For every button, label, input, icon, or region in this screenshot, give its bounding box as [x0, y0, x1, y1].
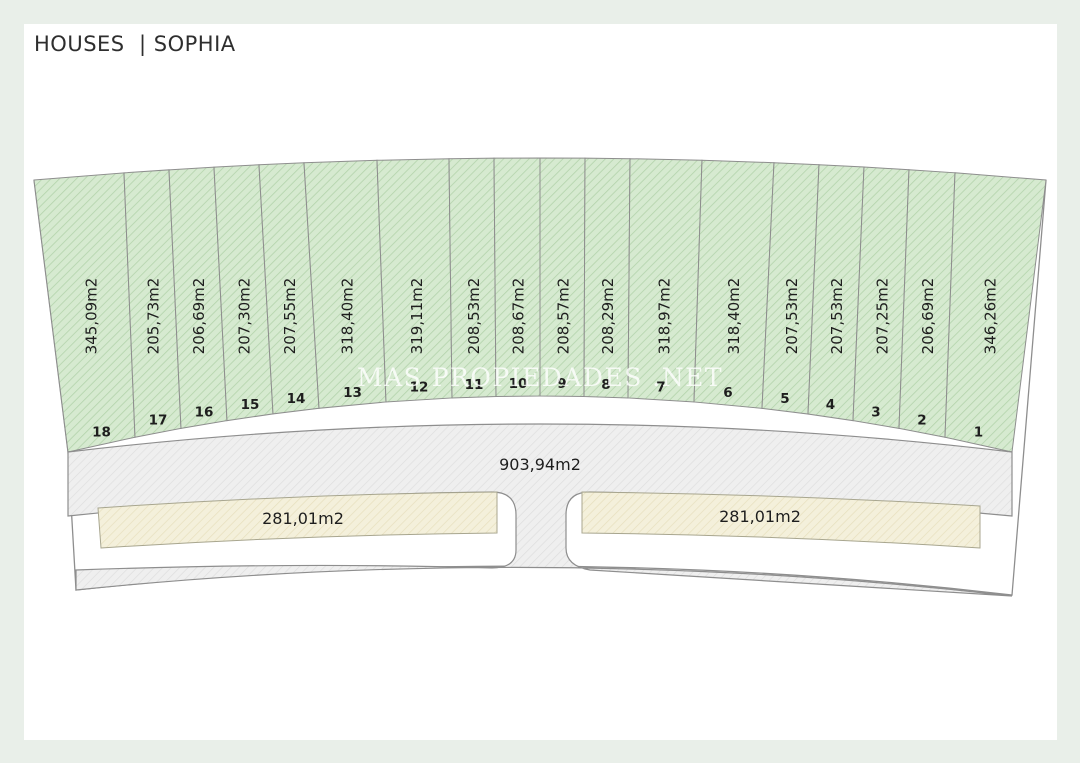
communal-area-left	[97, 491, 498, 549]
road-area-label: 903,94m2	[499, 455, 581, 474]
plot-6-number: 6	[723, 385, 732, 401]
plot-1-number: 1	[974, 424, 983, 440]
plot-4-area: 207,53m2	[828, 278, 846, 355]
plots-group: 345,09m218205,73m217206,69m216207,30m215…	[33, 157, 1047, 453]
plot-9[interactable]	[539, 157, 586, 397]
communal-right-label: 281,01m2	[719, 507, 801, 526]
communal-area-right	[581, 491, 981, 549]
plot-10-number: 10	[509, 376, 528, 392]
plot-11-area: 208,53m2	[465, 278, 483, 355]
plot-17-area: 205,73m2	[144, 278, 162, 355]
page-title: HOUSES | SOPHIA	[34, 32, 236, 56]
plot-14-number: 14	[287, 391, 306, 407]
plot-2-number: 2	[917, 413, 926, 429]
plot-13-area: 318,40m2	[339, 278, 357, 355]
plot-18-area: 345,09m2	[82, 278, 100, 355]
plot-10[interactable]	[493, 157, 541, 397]
plot-18-number: 18	[92, 424, 111, 440]
road-shape	[67, 423, 1013, 597]
plot-12-number: 12	[410, 380, 429, 396]
plot-12-area: 319,11m2	[408, 278, 426, 355]
plot-3-area: 207,25m2	[873, 278, 891, 355]
plot-14-area: 207,55m2	[281, 278, 299, 355]
plot-17-number: 17	[149, 413, 168, 429]
plot-7-number: 7	[656, 380, 665, 396]
watermark: MAS PROPIEDADES .NET	[357, 363, 723, 392]
plot-16-number: 16	[195, 404, 214, 420]
plot-16-area: 206,69m2	[190, 278, 208, 355]
plot-11-number: 11	[465, 377, 484, 393]
title-separator: |	[138, 32, 147, 56]
plot-9-area: 208,57m2	[554, 278, 572, 355]
plot-6-area: 318,40m2	[725, 278, 743, 355]
plot-2-area: 206,69m2	[919, 278, 937, 355]
plot-8-number: 8	[601, 377, 610, 393]
communal-left-label: 281,01m2	[262, 509, 344, 528]
title-houses: HOUSES	[34, 32, 125, 56]
plot-7-area: 318,97m2	[656, 278, 674, 355]
plot-5-area: 207,53m2	[783, 278, 801, 355]
plot-5-number: 5	[780, 391, 789, 407]
plot-15-number: 15	[241, 397, 260, 413]
plot-10-area: 208,67m2	[510, 278, 528, 355]
plot-1-area: 346,26m2	[982, 278, 1000, 355]
plot-9-number: 9	[557, 376, 566, 392]
plot-15-area: 207,30m2	[235, 278, 253, 355]
plot-8-area: 208,29m2	[599, 278, 617, 355]
plot-3-number: 3	[871, 404, 880, 420]
title-sophia: SOPHIA	[153, 32, 236, 56]
plot-13-number: 13	[343, 385, 362, 401]
plot-4-number: 4	[826, 397, 835, 413]
